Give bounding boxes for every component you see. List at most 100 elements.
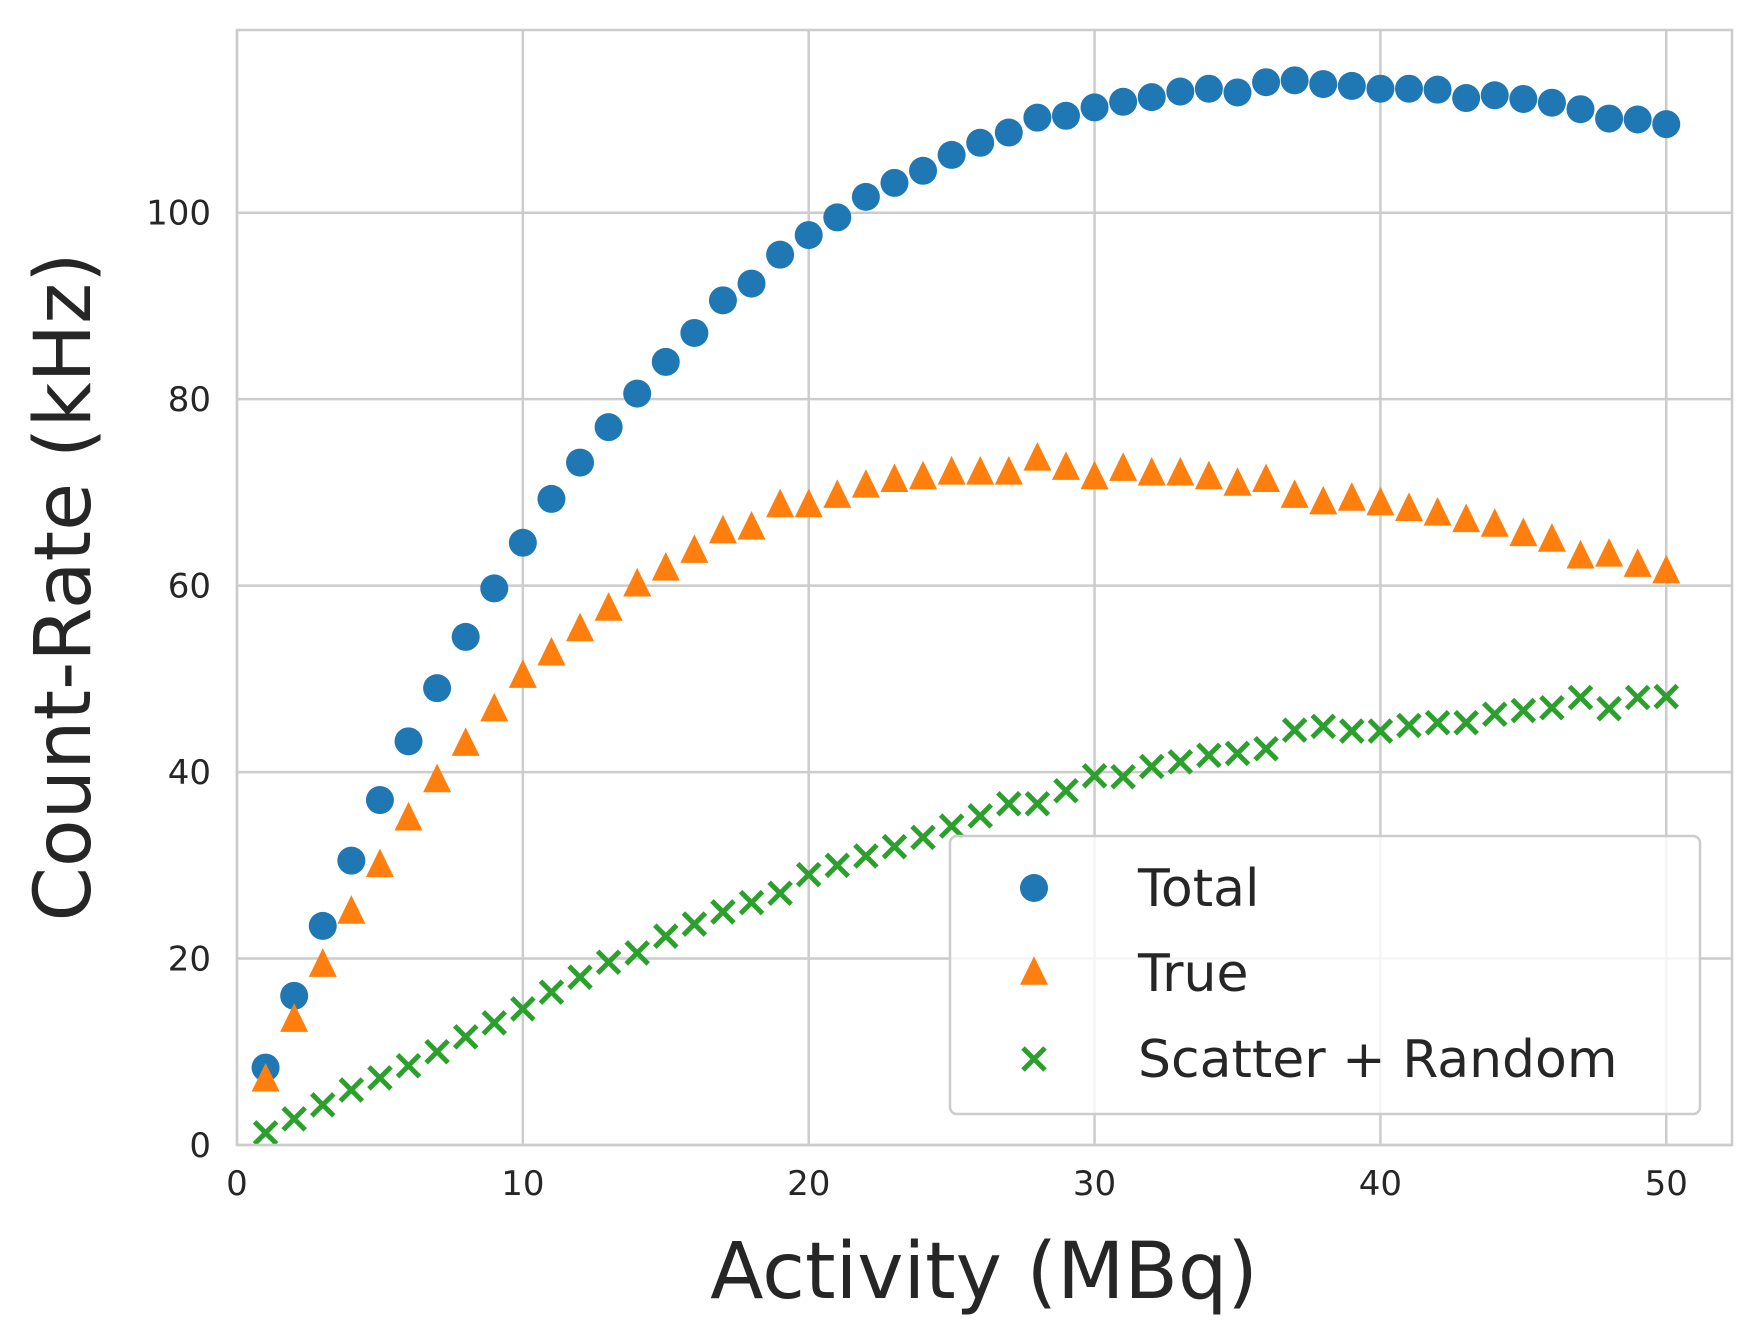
legend-label: Total	[1137, 859, 1259, 919]
data-point	[1394, 74, 1423, 103]
data-point	[851, 469, 880, 498]
data-point	[624, 940, 650, 966]
data-point	[937, 456, 966, 485]
data-point	[909, 460, 938, 490]
data-point	[1424, 709, 1451, 736]
x-tick-label: 20	[787, 1164, 830, 1204]
data-point	[1223, 78, 1252, 107]
data-point	[1653, 683, 1680, 710]
y-tick-label: 80	[168, 380, 211, 420]
data-point	[651, 552, 680, 581]
legend-marker	[1020, 874, 1048, 902]
data-point	[1280, 479, 1309, 508]
y-tick-label: 40	[168, 753, 211, 793]
data-point	[451, 727, 480, 756]
data-point	[1223, 467, 1252, 496]
data-point	[537, 484, 566, 513]
data-point	[1253, 736, 1279, 762]
x-tick-label: 50	[1645, 1164, 1688, 1204]
data-point	[1166, 77, 1195, 106]
data-point	[1252, 463, 1281, 493]
data-point	[651, 347, 680, 376]
data-point	[938, 813, 965, 839]
data-point	[1166, 456, 1195, 486]
data-point	[937, 140, 966, 169]
data-point	[909, 156, 938, 185]
data-point	[508, 528, 537, 557]
data-point	[794, 221, 823, 250]
data-point	[1137, 456, 1166, 486]
data-point	[537, 636, 566, 666]
legend-marker	[1020, 956, 1048, 985]
data-point	[1339, 718, 1365, 744]
data-point	[1394, 492, 1423, 521]
data-point	[1367, 718, 1394, 744]
data-point	[1480, 508, 1509, 537]
data-point	[1423, 497, 1452, 526]
data-point	[994, 118, 1023, 147]
data-point	[510, 996, 536, 1022]
y-tick-label: 0	[189, 1126, 211, 1166]
plot-frame	[235, 28, 1734, 1147]
data-point	[1080, 460, 1109, 490]
data-point	[367, 1065, 393, 1091]
data-point	[1566, 95, 1595, 124]
data-point	[1138, 753, 1165, 780]
data-point	[1310, 713, 1336, 740]
data-point	[1051, 101, 1080, 130]
data-point	[1051, 451, 1080, 480]
data-point	[280, 1003, 309, 1032]
data-point	[1110, 763, 1136, 790]
data-point	[966, 456, 995, 485]
data-point	[1624, 684, 1651, 711]
data-point	[851, 182, 880, 211]
data-point	[794, 488, 823, 518]
data-point	[680, 318, 709, 347]
data-point	[1452, 503, 1481, 533]
data-point	[1595, 104, 1624, 133]
data-point	[681, 911, 708, 937]
data-point	[1137, 83, 1166, 112]
data-point	[1596, 695, 1622, 722]
data-point	[1566, 539, 1595, 569]
y-axis-label: Count-Rate (kHz)	[19, 252, 109, 921]
y-tick-label: 20	[168, 940, 211, 980]
data-point	[365, 786, 394, 815]
data-point	[1396, 712, 1422, 739]
data-point	[1167, 749, 1194, 775]
data-point	[566, 612, 595, 642]
x-tick-label: 30	[1073, 1164, 1116, 1204]
data-point	[1309, 485, 1338, 515]
data-point	[1366, 74, 1395, 103]
data-point	[1109, 87, 1138, 116]
data-point	[994, 456, 1023, 485]
data-point	[567, 964, 593, 990]
series-circle	[251, 66, 1681, 1082]
data-point	[708, 286, 737, 315]
data-marks	[251, 66, 1681, 1146]
x-axis-label: Activity (MBq)	[710, 1227, 1258, 1317]
data-point	[281, 1106, 307, 1132]
data-point	[1539, 694, 1565, 721]
y-tick-label: 100	[146, 194, 211, 234]
data-point	[738, 889, 765, 916]
data-point	[824, 852, 851, 879]
data-point	[653, 923, 679, 949]
data-point	[1194, 74, 1223, 103]
data-point	[251, 1062, 280, 1092]
data-point	[252, 1120, 279, 1146]
data-point	[1337, 71, 1366, 100]
series-triangle	[251, 442, 1681, 1092]
data-point	[1453, 709, 1479, 736]
data-point	[1252, 68, 1281, 97]
legend-marker	[1021, 1046, 1047, 1072]
data-point	[823, 203, 852, 232]
data-point	[1224, 740, 1251, 767]
data-point	[1196, 742, 1222, 769]
data-point	[538, 979, 565, 1005]
data-point	[480, 574, 509, 603]
data-point	[424, 1039, 450, 1065]
series-x	[252, 683, 1680, 1146]
data-point	[1567, 684, 1594, 711]
